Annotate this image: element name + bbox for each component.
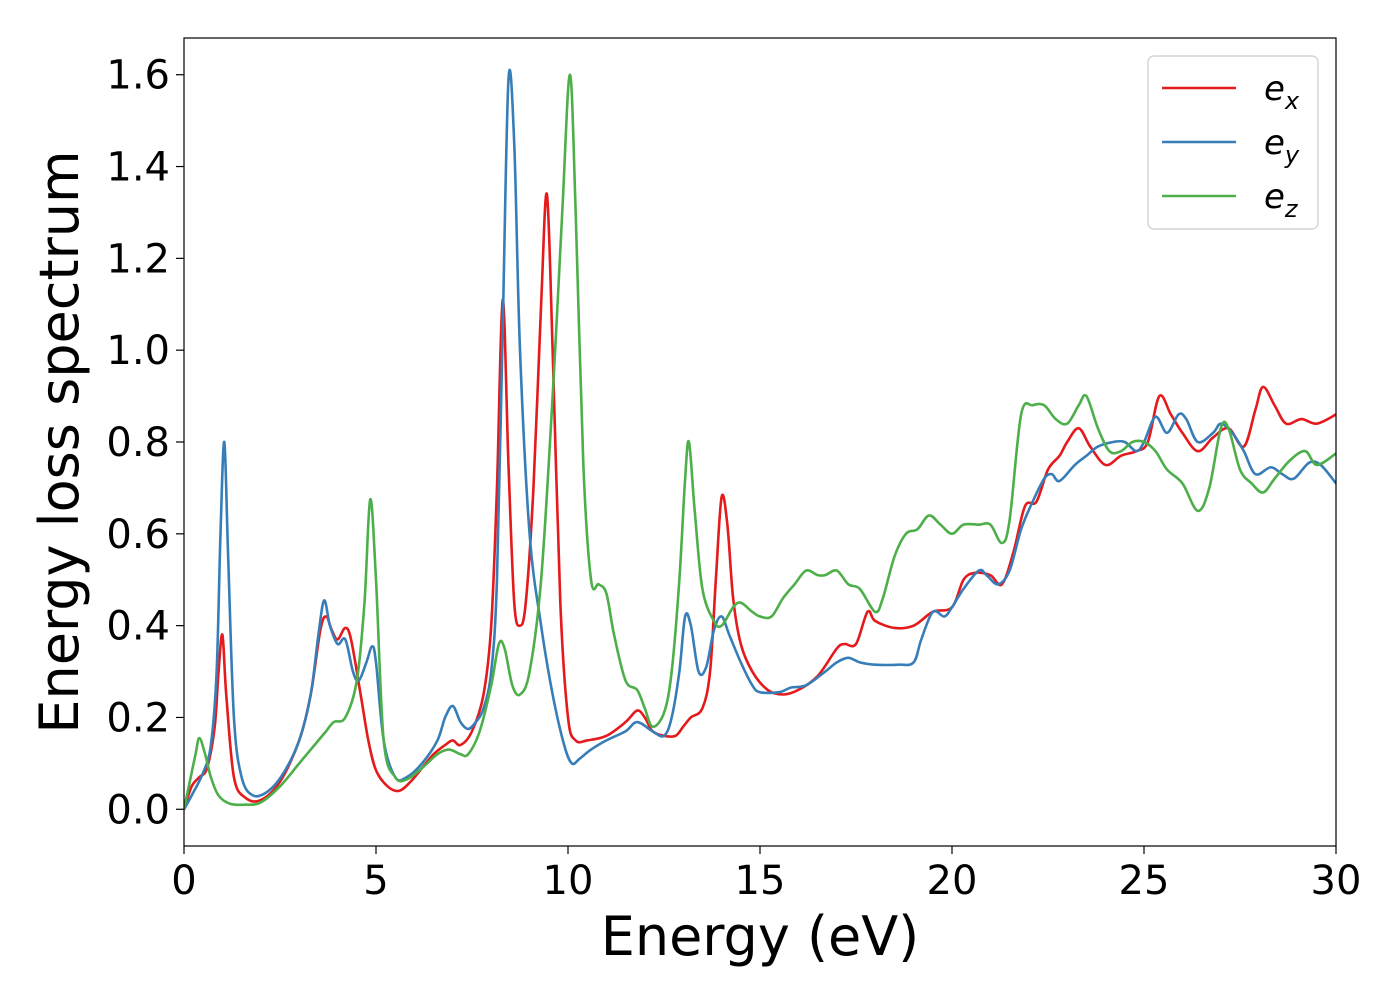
- x-tick-label: 15: [735, 858, 786, 904]
- legend-label: ey: [1264, 123, 1300, 169]
- legend-item-y: ey: [1162, 123, 1300, 169]
- x-tick-label: 25: [1119, 858, 1170, 904]
- x-tick-label: 5: [363, 858, 388, 904]
- legend-label: ex: [1264, 69, 1300, 115]
- legend-item-z: ez: [1162, 177, 1299, 223]
- y-tick-label: 1.4: [106, 145, 170, 191]
- y-tick-label: 1.6: [106, 53, 170, 99]
- x-axis-title: Energy (eV): [601, 905, 920, 968]
- series-line-z: [184, 73, 1336, 811]
- y-tick-label: 0.8: [106, 420, 170, 466]
- y-tick-label: 1.2: [106, 236, 170, 282]
- y-tick-label: 1.0: [106, 328, 170, 374]
- y-tick-label: 0.6: [106, 512, 170, 558]
- legend: ex ey ez: [1147, 55, 1319, 230]
- x-tick-label: 30: [1311, 858, 1362, 904]
- series-layer: [184, 68, 1336, 811]
- y-tick-label: 0.4: [106, 604, 170, 650]
- legend-item-x: ex: [1162, 69, 1300, 115]
- legend-label: ez: [1264, 177, 1299, 223]
- y-tick-label: 0.0: [106, 787, 170, 833]
- y-tick-label: 0.2: [106, 695, 170, 741]
- x-tick-label: 10: [543, 858, 594, 904]
- series-line-x: [184, 192, 1336, 811]
- y-axis-title: Energy loss spectrum: [28, 150, 91, 733]
- x-tick-label: 0: [171, 858, 196, 904]
- x-axis-ticks: 0 5 10 15 20 25 30: [171, 846, 1361, 904]
- y-axis-ticks: 0.0 0.2 0.4 0.6 0.8 1.0 1.2 1.4 1.6: [106, 53, 184, 833]
- x-tick-label: 20: [927, 858, 978, 904]
